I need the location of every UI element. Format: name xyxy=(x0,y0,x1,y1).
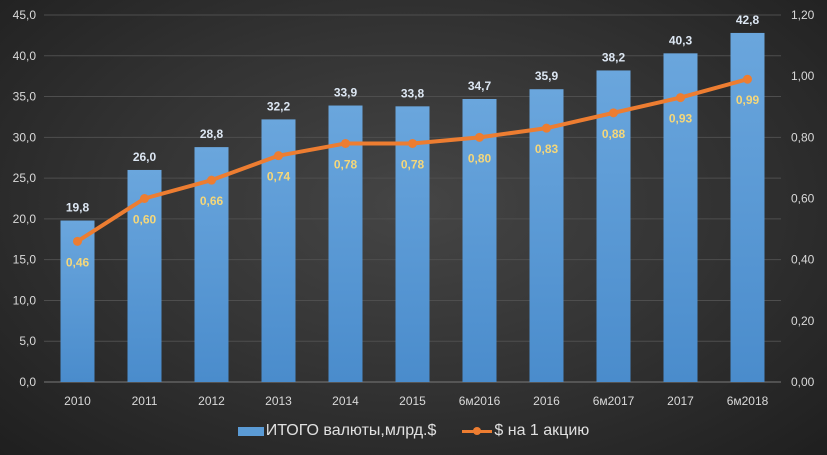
y-right-tick: 0,00 xyxy=(791,375,815,389)
x-tick: 2010 xyxy=(64,394,91,408)
line-point xyxy=(676,93,685,103)
bar xyxy=(663,53,698,382)
bar xyxy=(60,220,95,382)
legend: ИТОГО валюты,млрд.$ $ на 1 акцию xyxy=(0,422,827,440)
line-point xyxy=(542,123,551,133)
line-point xyxy=(475,132,484,142)
y-left-tick: 25,0 xyxy=(13,171,37,185)
line-point xyxy=(73,236,82,246)
y-right-tick: 0,60 xyxy=(791,192,815,206)
y-right-tick: 0,80 xyxy=(791,130,815,144)
line-point xyxy=(743,74,752,84)
line-point xyxy=(408,138,417,148)
x-tick: 2014 xyxy=(332,394,359,408)
line-label: 0,93 xyxy=(669,112,693,126)
bar-label: 28,8 xyxy=(200,127,224,141)
x-tick: 6м2018 xyxy=(727,394,769,408)
bar-label: 38,2 xyxy=(602,50,626,64)
line-label: 0,60 xyxy=(133,213,157,227)
bar-label: 33,8 xyxy=(401,86,425,100)
legend-item-bar: ИТОГО валюты,млрд.$ xyxy=(237,422,437,440)
line-label: 0,78 xyxy=(334,157,358,171)
line-point xyxy=(207,175,216,185)
bar xyxy=(328,105,363,382)
y-left-tick: 10,0 xyxy=(13,293,37,307)
line-label: 0,99 xyxy=(736,93,760,107)
bar xyxy=(596,70,631,383)
y-left-tick: 5,0 xyxy=(19,334,36,348)
y-right-tick: 0,40 xyxy=(791,253,815,267)
x-tick: 2017 xyxy=(667,394,694,408)
line-label: 0,46 xyxy=(66,255,90,269)
x-tick: 2013 xyxy=(265,394,292,408)
line-point xyxy=(341,138,350,148)
line-label: 0,78 xyxy=(401,157,425,171)
bar-label: 42,8 xyxy=(736,13,760,27)
x-tick: 6м2017 xyxy=(593,394,635,408)
y-left-tick: 0,0 xyxy=(19,375,36,389)
y-left-tick: 30,0 xyxy=(13,130,37,144)
line-point xyxy=(274,151,283,161)
legend-swatch-bar xyxy=(237,426,264,436)
legend-swatch-line xyxy=(462,424,493,438)
legend-label-bar: ИТОГО валюты,млрд.$ xyxy=(265,422,437,439)
bar xyxy=(395,106,430,382)
x-tick: 2015 xyxy=(399,394,426,408)
x-tick: 2016 xyxy=(533,394,560,408)
bar xyxy=(730,32,765,382)
line-label: 0,83 xyxy=(535,142,559,156)
line-label: 0,66 xyxy=(200,194,224,208)
bar-label: 40,3 xyxy=(669,33,693,47)
y-right-tick: 1,20 xyxy=(791,8,815,22)
line-label: 0,74 xyxy=(267,170,291,184)
y-left-tick: 20,0 xyxy=(13,212,37,226)
x-tick: 2012 xyxy=(198,394,225,408)
y-left-tick: 35,0 xyxy=(13,90,37,104)
legend-label-line: $ на 1 акцию xyxy=(494,422,590,439)
bar-label: 32,2 xyxy=(267,99,291,113)
legend-item-line: $ на 1 акцию xyxy=(462,422,589,440)
y-right-tick: 1,00 xyxy=(791,69,815,83)
x-tick: 6м2016 xyxy=(459,394,501,408)
y-left-tick: 45,0 xyxy=(13,8,37,22)
bar-label: 35,9 xyxy=(535,69,559,83)
bar-label: 34,7 xyxy=(468,79,492,93)
bar-label: 19,8 xyxy=(66,201,90,215)
bar xyxy=(462,99,497,382)
line-point xyxy=(609,108,618,118)
y-left-tick: 15,0 xyxy=(13,253,37,267)
line-label: 0,80 xyxy=(468,151,492,165)
line-point xyxy=(140,194,149,203)
bar xyxy=(261,119,296,382)
y-left-tick: 40,0 xyxy=(13,49,37,63)
line-label: 0,88 xyxy=(602,127,626,141)
y-right-tick: 0,20 xyxy=(791,314,815,328)
bar-label: 33,9 xyxy=(334,86,358,100)
bar xyxy=(529,89,564,383)
bar-label: 26,0 xyxy=(133,150,157,164)
x-tick: 2011 xyxy=(132,394,158,408)
bar xyxy=(194,147,229,382)
